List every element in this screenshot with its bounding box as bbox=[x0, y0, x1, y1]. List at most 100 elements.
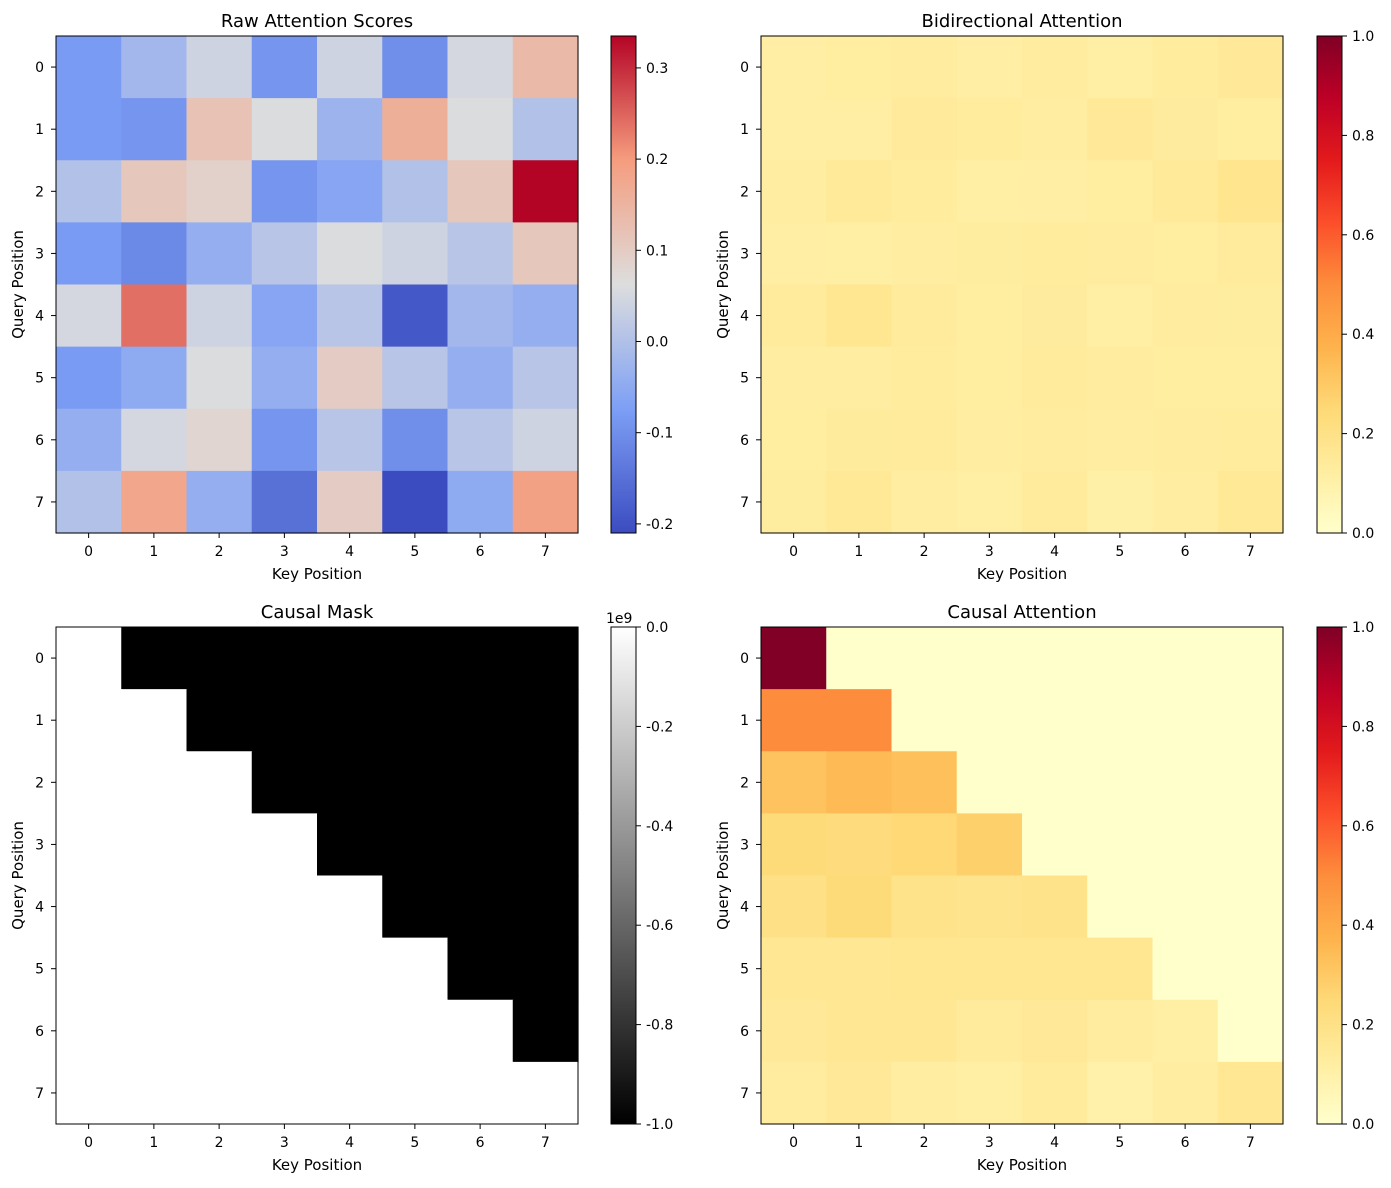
heatmap-cell-r3-c0 bbox=[56, 813, 122, 877]
heatmap-cell-r4-c3 bbox=[251, 284, 318, 348]
x-tick-label: 5 bbox=[1115, 544, 1124, 560]
heatmap-cell-r0-c6 bbox=[447, 36, 514, 99]
heatmap-cell-r1-c1 bbox=[826, 689, 893, 752]
x-tick-label: 3 bbox=[985, 1135, 994, 1151]
heatmap-cell-r5-c7 bbox=[512, 346, 579, 410]
heatmap-cell-r5-c1 bbox=[826, 346, 893, 410]
heatmap-cell-r7-c4 bbox=[1022, 1061, 1088, 1125]
heatmap-cell-r5-c0 bbox=[761, 346, 827, 410]
heatmap-cell-r3-c5 bbox=[1087, 813, 1154, 877]
colorbar-offset-label: 1e9 bbox=[606, 611, 632, 627]
heatmap-cell-r6-c2 bbox=[186, 999, 253, 1063]
heatmap-cell-r7-c7 bbox=[512, 470, 579, 534]
x-tick-label: 4 bbox=[1050, 1135, 1059, 1151]
colorbar: 0.0 0.2 0.4 0.6 0.8 1.0 bbox=[1316, 29, 1374, 542]
heatmap-cell-r7-c5 bbox=[1087, 470, 1154, 534]
heatmap-cell-r0-c7 bbox=[512, 627, 579, 690]
heatmap-cell-r3-c1 bbox=[826, 813, 893, 877]
heatmap-cell-r3-c1 bbox=[826, 222, 893, 286]
heatmap-cell-r0-c7 bbox=[512, 36, 579, 99]
heatmap-cell-r0-c2 bbox=[186, 36, 253, 99]
heatmap-cell-r1-c4 bbox=[317, 689, 383, 752]
heatmap-cell-r0-c7 bbox=[1217, 36, 1284, 99]
heatmap-cell-r0-c0 bbox=[761, 627, 827, 690]
heatmap-cell-r5-c2 bbox=[891, 346, 958, 410]
colorbar-gradient bbox=[1317, 627, 1342, 1124]
y-axis-label: Query Position bbox=[714, 230, 732, 339]
x-tick-label: 6 bbox=[476, 544, 485, 560]
y-tick-label: 4 bbox=[740, 900, 749, 916]
heatmap-cell-r6-c6 bbox=[447, 999, 514, 1063]
heatmap-cell-r1-c0 bbox=[56, 98, 122, 161]
heatmap-cell-r6-c0 bbox=[56, 999, 122, 1063]
heatmap-cell-r4-c0 bbox=[761, 284, 827, 348]
heatmap-cell-r2-c3 bbox=[956, 751, 1023, 814]
heatmap-cell-r1-c0 bbox=[56, 689, 122, 752]
y-tick-label: 7 bbox=[35, 495, 44, 511]
heatmap-cell-r7-c1 bbox=[121, 470, 188, 534]
heatmap-cell-r3-c6 bbox=[1152, 813, 1219, 877]
heatmap-cells bbox=[56, 627, 579, 1125]
heatmap-cell-r0-c3 bbox=[251, 627, 318, 690]
heatmap-cell-r4-c3 bbox=[956, 875, 1023, 939]
heatmap-cell-r1-c3 bbox=[956, 689, 1023, 752]
x-tick-label: 7 bbox=[541, 544, 550, 560]
heatmap-cell-r5-c7 bbox=[1217, 937, 1284, 1001]
heatmap-cell-r1-c2 bbox=[186, 98, 253, 161]
heatmap-cell-r7-c3 bbox=[251, 470, 318, 534]
heatmap-cells bbox=[56, 36, 579, 534]
heatmap-cell-r2-c6 bbox=[447, 751, 514, 814]
heatmap-cell-r5-c3 bbox=[956, 346, 1023, 410]
heatmap-cell-r2-c7 bbox=[1217, 751, 1284, 814]
y-tick-label: 6 bbox=[35, 433, 44, 449]
heatmap-cell-r3-c7 bbox=[512, 222, 579, 286]
heatmap-cell-r7-c4 bbox=[1022, 470, 1088, 534]
colorbar-tick-label: 0.0 bbox=[646, 334, 668, 350]
heatmap-cell-r4-c2 bbox=[186, 875, 253, 939]
heatmap-cell-r6-c5 bbox=[1087, 408, 1154, 472]
x-axis-label: Key Position bbox=[977, 1156, 1067, 1174]
x-axis-label: Key Position bbox=[977, 565, 1067, 583]
x-tick-label: 3 bbox=[280, 544, 289, 560]
heatmap-cell-r2-c7 bbox=[512, 160, 579, 223]
x-tick-label: 3 bbox=[280, 1135, 289, 1151]
heatmap-cell-r3-c7 bbox=[1217, 222, 1284, 286]
heatmap-cell-r6-c3 bbox=[956, 408, 1023, 472]
heatmap-cell-r5-c7 bbox=[512, 937, 579, 1001]
x-tick-label: 7 bbox=[1246, 1135, 1255, 1151]
heatmap-cell-r0-c4 bbox=[1022, 36, 1088, 99]
heatmap-cell-r4-c2 bbox=[891, 284, 958, 348]
heatmap-cell-r3-c4 bbox=[317, 813, 383, 877]
y-tick-label: 6 bbox=[35, 1024, 44, 1040]
y-tick-label: 5 bbox=[35, 962, 44, 978]
colorbar-tick-label: 0.4 bbox=[1352, 918, 1374, 934]
heatmap-cell-r2-c1 bbox=[826, 751, 893, 814]
heatmap-cell-r7-c2 bbox=[186, 1061, 253, 1125]
heatmap-cell-r5-c2 bbox=[186, 937, 253, 1001]
heatmap-cell-r2-c0 bbox=[56, 751, 122, 814]
heatmap-cell-r0-c5 bbox=[1087, 627, 1154, 690]
heatmap-cell-r2-c4 bbox=[1022, 751, 1088, 814]
heatmap-cell-r1-c1 bbox=[121, 98, 188, 161]
heatmap-cell-r5-c0 bbox=[761, 937, 827, 1001]
heatmap-cell-r6-c5 bbox=[1087, 999, 1154, 1063]
x-tick-label: 4 bbox=[345, 1135, 354, 1151]
x-tick-label: 4 bbox=[345, 544, 354, 560]
heatmap-cell-r0-c0 bbox=[56, 627, 122, 690]
y-axis-label: Query Position bbox=[714, 821, 732, 930]
heatmap-cell-r6-c7 bbox=[512, 999, 579, 1063]
y-tick-label: 2 bbox=[35, 775, 44, 791]
heatmap-cell-r6-c4 bbox=[317, 408, 383, 472]
colorbar: -0.2 -0.1 0.0 0.1 0.2 0.3 bbox=[610, 35, 673, 534]
heatmap-cell-r4-c4 bbox=[1022, 875, 1088, 939]
heatmap-cell-r7-c4 bbox=[317, 470, 383, 534]
heatmap-cell-r2-c0 bbox=[761, 751, 827, 814]
y-tick-label: 1 bbox=[35, 122, 44, 138]
heatmap-cell-r1-c6 bbox=[1152, 98, 1219, 161]
heatmap-cell-r6-c7 bbox=[1217, 408, 1284, 472]
heatmap-cell-r6-c6 bbox=[1152, 408, 1219, 472]
y-tick-label: 7 bbox=[740, 495, 749, 511]
y-tick-label: 1 bbox=[740, 713, 749, 729]
heatmap-cell-r0-c4 bbox=[317, 36, 383, 99]
